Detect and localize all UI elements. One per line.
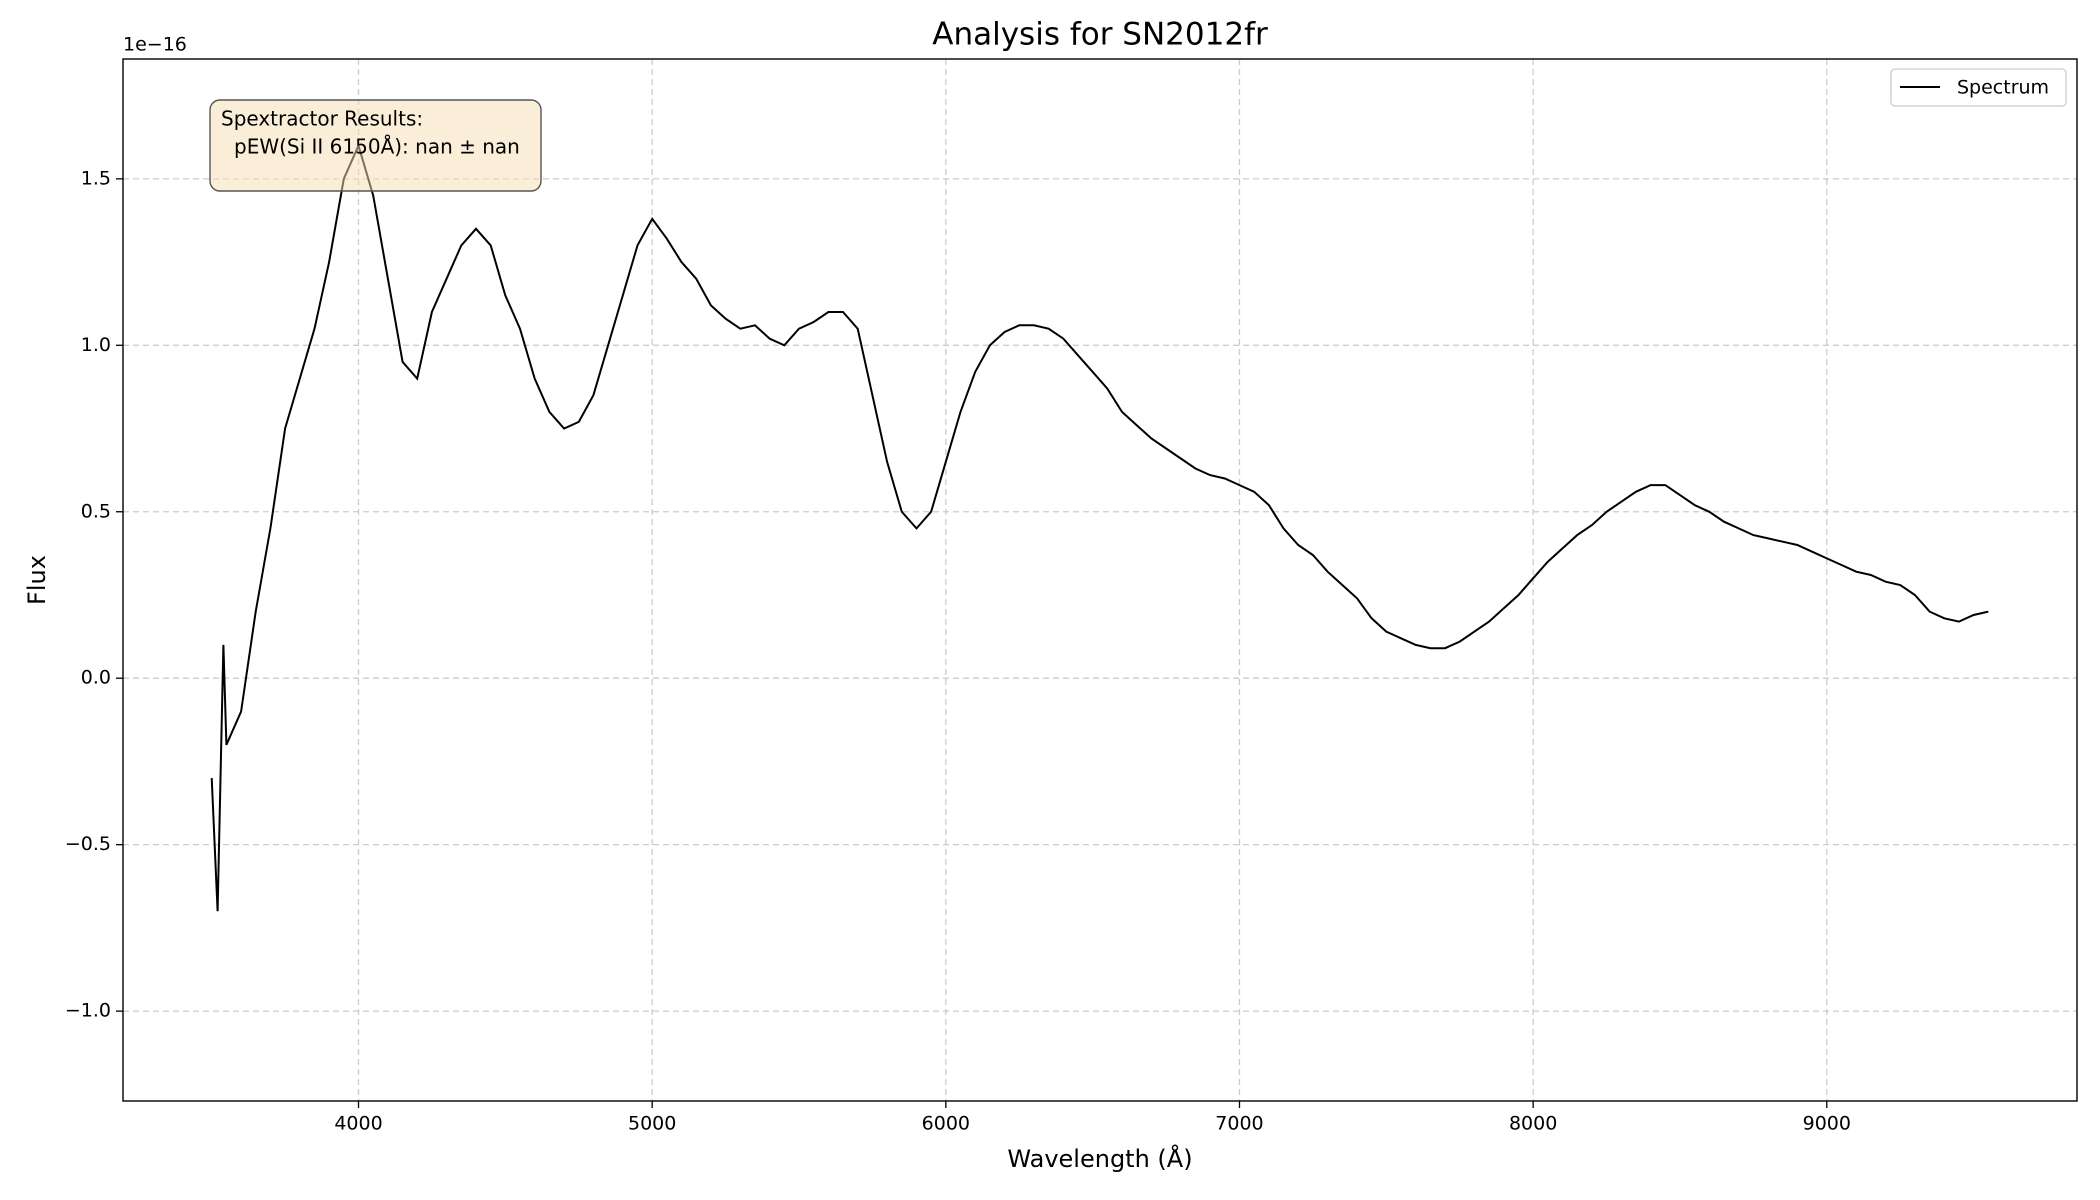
spectrum-line	[210, 142, 1989, 912]
x-tick-label: 6000	[922, 1113, 970, 1135]
legend-box	[1890, 68, 2067, 107]
y-tick-label: −0.5	[65, 833, 111, 855]
x-tick-label: 5000	[628, 1113, 676, 1135]
annotation-box	[209, 99, 542, 192]
x-tick-label: 7000	[1215, 1113, 1263, 1135]
y-tick-label: 1.0	[81, 334, 111, 356]
plot-frame	[122, 58, 2078, 1102]
y-tick-label: 0.5	[81, 500, 111, 522]
annotation-line: Spextractor Results:	[221, 107, 423, 131]
y-axis-label: Flux	[23, 555, 51, 605]
x-axis-label: Wavelength (Å)	[1007, 1144, 1192, 1173]
annotation: Spextractor Results: pEW(Si II 6150Å): na…	[209, 99, 542, 192]
x-tick-label: 9000	[1803, 1113, 1851, 1135]
annotation-line: pEW(Si II 6150Å): nan ± nan	[234, 135, 520, 159]
legend: Spectrum	[1890, 68, 2067, 107]
y-offset-label: 1e−16	[123, 34, 187, 56]
y-tick-label: −1.0	[65, 1000, 111, 1022]
legend-label: Spectrum	[1957, 77, 2049, 99]
x-tick-label: 4000	[334, 1113, 382, 1135]
y-tick-label: 1.5	[81, 167, 111, 189]
chart-title: Analysis for SN2012fr	[932, 17, 1268, 53]
y-tick-label: 0.0	[81, 667, 111, 689]
x-tick-label: 8000	[1509, 1113, 1557, 1135]
